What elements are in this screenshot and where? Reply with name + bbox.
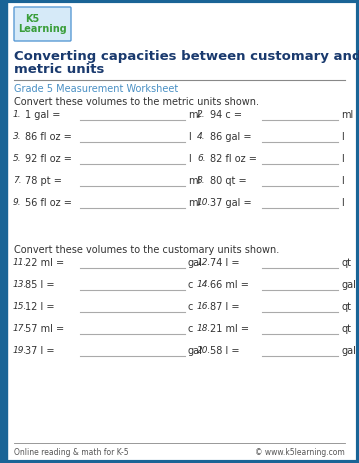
Text: l: l <box>188 154 191 164</box>
Text: metric units: metric units <box>14 63 104 76</box>
Text: Converting capacities between customary and: Converting capacities between customary … <box>14 50 359 63</box>
Text: 3.: 3. <box>13 132 22 141</box>
Text: 12.: 12. <box>197 258 211 267</box>
Text: c: c <box>188 302 194 312</box>
Text: 4.: 4. <box>197 132 206 141</box>
Text: l: l <box>341 176 344 186</box>
Text: 66 ml =: 66 ml = <box>210 280 249 290</box>
Text: qt: qt <box>341 302 351 312</box>
Text: 19.: 19. <box>13 346 27 355</box>
Text: 37 gal =: 37 gal = <box>210 198 252 208</box>
Text: c: c <box>188 280 194 290</box>
Text: 58 l =: 58 l = <box>210 346 239 356</box>
Text: ml: ml <box>188 110 200 120</box>
Text: 1 gal =: 1 gal = <box>25 110 60 120</box>
Text: 18.: 18. <box>197 324 211 333</box>
Text: ml: ml <box>188 198 200 208</box>
Text: 86 gal =: 86 gal = <box>210 132 252 142</box>
Text: gal: gal <box>188 346 203 356</box>
Text: 78 pt =: 78 pt = <box>25 176 62 186</box>
Text: K5: K5 <box>25 14 39 24</box>
Text: 37 l =: 37 l = <box>25 346 55 356</box>
Text: 56 fl oz =: 56 fl oz = <box>25 198 72 208</box>
Text: 85 l =: 85 l = <box>25 280 55 290</box>
Text: 11.: 11. <box>13 258 27 267</box>
Text: ml: ml <box>341 110 353 120</box>
Text: 2.: 2. <box>197 110 206 119</box>
Text: 82 fl oz =: 82 fl oz = <box>210 154 257 164</box>
Text: 57 ml =: 57 ml = <box>25 324 64 334</box>
Bar <box>1 1 7 462</box>
Text: 8.: 8. <box>197 176 206 185</box>
Text: Online reading & math for K-5: Online reading & math for K-5 <box>14 448 129 457</box>
Text: gal: gal <box>341 280 356 290</box>
Text: gal: gal <box>188 258 203 268</box>
Text: Grade 5 Measurement Worksheet: Grade 5 Measurement Worksheet <box>14 84 178 94</box>
Text: 21 ml =: 21 ml = <box>210 324 249 334</box>
Text: © www.k5learning.com: © www.k5learning.com <box>255 448 345 457</box>
Text: l: l <box>341 154 344 164</box>
Text: 87 l =: 87 l = <box>210 302 239 312</box>
Text: 12 l =: 12 l = <box>25 302 55 312</box>
Text: qt: qt <box>341 258 351 268</box>
Text: 74 l =: 74 l = <box>210 258 239 268</box>
Text: 14.: 14. <box>197 280 211 289</box>
Text: 10.: 10. <box>197 198 211 207</box>
Text: 22 ml =: 22 ml = <box>25 258 64 268</box>
Text: l: l <box>341 198 344 208</box>
Text: Learning: Learning <box>18 24 67 34</box>
Text: 16.: 16. <box>197 302 211 311</box>
FancyBboxPatch shape <box>14 7 71 41</box>
Text: 94 c =: 94 c = <box>210 110 242 120</box>
Text: 6.: 6. <box>197 154 206 163</box>
Text: Convert these volumes to the customary units shown.: Convert these volumes to the customary u… <box>14 245 279 255</box>
Text: c: c <box>188 324 194 334</box>
Text: l: l <box>188 132 191 142</box>
Text: ml: ml <box>188 176 200 186</box>
Text: gal: gal <box>341 346 356 356</box>
Text: 17.: 17. <box>13 324 27 333</box>
Text: 92 fl oz =: 92 fl oz = <box>25 154 72 164</box>
Text: 86 fl oz =: 86 fl oz = <box>25 132 72 142</box>
Text: 1.: 1. <box>13 110 22 119</box>
Text: l: l <box>341 132 344 142</box>
Text: 9.: 9. <box>13 198 22 207</box>
Text: 20.: 20. <box>197 346 211 355</box>
Text: 15.: 15. <box>13 302 27 311</box>
Text: 5.: 5. <box>13 154 22 163</box>
Text: Convert these volumes to the metric units shown.: Convert these volumes to the metric unit… <box>14 97 259 107</box>
Text: qt: qt <box>341 324 351 334</box>
Text: 80 qt =: 80 qt = <box>210 176 247 186</box>
Text: 13.: 13. <box>13 280 27 289</box>
Text: 7.: 7. <box>13 176 22 185</box>
